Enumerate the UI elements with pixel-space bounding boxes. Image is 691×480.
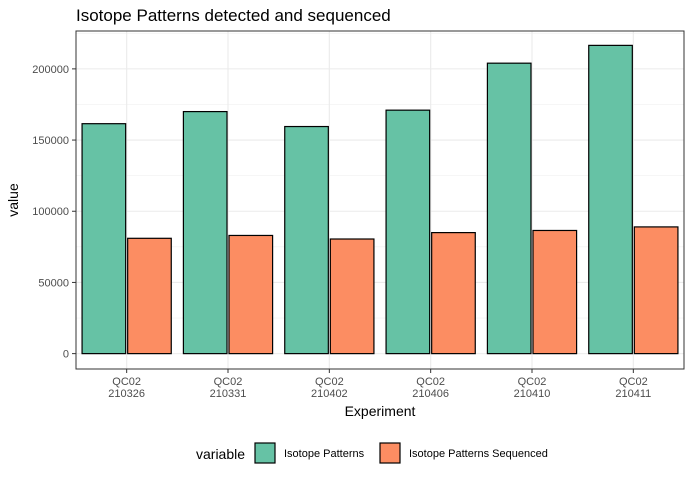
x-tick-label: QC02 [518,376,547,388]
bar-isotope-patterns-sequenced [431,232,476,355]
legend-key [379,442,401,464]
bar-isotope-patterns [588,44,633,355]
bar-isotope-patterns [182,110,228,355]
bar-isotope-patterns [284,125,329,355]
legend-title: variable [196,446,245,462]
legend: variable Isotope Patterns Isotope Pattern… [196,442,548,464]
bar-isotope-patterns-sequenced [228,234,274,355]
bar-isotope-patterns-sequenced [329,238,375,355]
panel-border [75,30,685,370]
chart-title: Isotope Patterns detected and sequenced [76,6,391,25]
y-tick-label: 50000 [38,277,69,289]
x-tick-label: 210406 [412,388,449,400]
legend-key [254,442,276,464]
panel-background [76,31,684,369]
bar-isotope-patterns [486,62,532,355]
bar-isotope-patterns [385,109,431,355]
bar-isotope-patterns-sequenced [127,237,172,355]
plot-area: 050000100000150000200000QC02210326QC0221… [32,30,685,400]
x-tick-label: QC02 [315,376,344,388]
x-tick-label: QC02 [416,376,445,388]
y-tick-label: 0 [63,349,69,361]
x-tick-label: QC02 [619,376,648,388]
x-tick-label: 210402 [311,388,348,400]
x-axis-title: Experiment [345,403,416,419]
y-tick-label: 100000 [32,206,69,218]
x-tick-label: QC02 [112,376,141,388]
y-axis-title: value [5,183,21,217]
bar-isotope-patterns-sequenced [633,226,679,355]
bar-isotope-patterns-sequenced [532,229,578,355]
x-tick-label: 210411 [615,388,651,400]
x-tick-label: 210410 [514,388,551,400]
legend-label: Isotope Patterns Sequenced [409,448,548,460]
x-tick-label: 210326 [108,388,145,400]
y-tick-label: 200000 [32,64,69,76]
y-tick-label: 150000 [32,135,69,147]
legend-label: Isotope Patterns [284,448,365,460]
x-tick-label: QC02 [214,376,243,388]
x-tick-label: 210331 [210,388,247,400]
bar-isotope-patterns [81,123,127,355]
